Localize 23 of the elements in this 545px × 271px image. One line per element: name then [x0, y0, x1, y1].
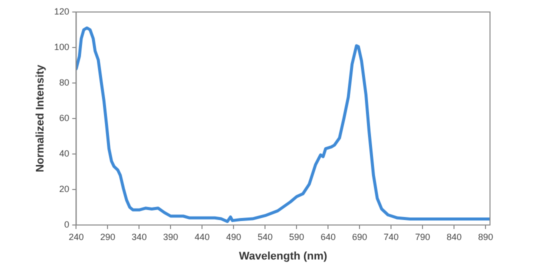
x-tick-label: 390 — [163, 232, 178, 242]
x-tick-label: 590 — [289, 232, 304, 242]
y-tick-label: 20 — [59, 184, 70, 194]
x-tick-label: 490 — [226, 232, 242, 242]
x-tick-label: 440 — [194, 232, 210, 242]
x-tick-label: 640 — [320, 232, 336, 242]
x-tick-label: 290 — [100, 232, 116, 242]
x-tick-label: 540 — [258, 232, 273, 242]
x-tick-label: 840 — [446, 232, 462, 242]
x-tick-label: 340 — [132, 232, 147, 242]
x-tick-label: 790 — [415, 232, 430, 242]
x-tick-label: 740 — [384, 232, 399, 242]
y-axis-title: Normalized Intensity — [34, 64, 47, 172]
y-tick-label: 100 — [54, 42, 70, 52]
x-tick-label: 890 — [478, 232, 494, 242]
x-axis-title: Wavelength (nm) — [239, 250, 328, 262]
y-tick-label: 60 — [59, 112, 70, 123]
y-tick-label: 40 — [59, 148, 70, 158]
y-tick-label: 80 — [59, 77, 70, 88]
y-tick-label: 0 — [64, 219, 70, 230]
x-tick-label: 690 — [352, 232, 368, 242]
x-tick-label: 240 — [68, 232, 84, 242]
y-tick-label: 120 — [54, 6, 70, 16]
